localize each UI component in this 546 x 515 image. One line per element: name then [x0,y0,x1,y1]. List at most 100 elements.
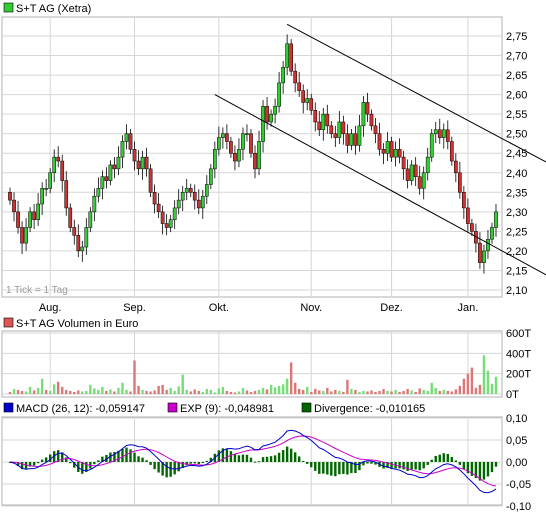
divergence-bar [285,446,289,462]
divergence-bar [402,462,405,470]
candle-body [164,223,169,228]
candle-body [156,203,161,213]
divergence-bar [281,450,285,462]
price-y-tick-label: 2,30 [506,207,527,219]
volume-bar [209,389,213,394]
volume-bar [161,384,164,394]
divergence-bar [205,460,209,462]
volume-bar [149,391,152,394]
candle-body [413,164,418,177]
price-x-axis: Aug. Sep. Okt. Nov. Dez. Jan. [39,302,478,314]
macd-legend-label: EXP (9): -0,048981 [180,403,274,415]
volume-bar [426,390,429,394]
candle-body [112,164,117,170]
price-y-axis: 2,75 2,70 2,65 2,60 2,55 2,50 2,45 2,40 2,35 2,30… [506,31,527,297]
candle-body [208,168,213,185]
volume-bar [310,391,313,394]
price-y-tick-label: 2,20 [506,246,527,258]
divergence-bar [245,454,249,462]
candle-body [116,156,121,170]
volume-bar [366,391,369,394]
volume-bar [438,390,441,394]
candle-body [365,102,370,115]
candle-body [494,211,498,228]
trend-channel [214,23,546,276]
volume-bar [165,389,168,394]
candle-body [385,141,390,154]
divergence-bar [382,462,385,469]
volume-bar [354,389,357,394]
volume-bar [414,391,417,394]
candle-body [305,98,310,103]
volume-bar [350,388,353,394]
candle-body [257,141,261,170]
divergence-bar [52,451,56,462]
volume-bar [406,388,409,394]
divergence-bar [474,462,478,479]
volume-bar [77,390,80,394]
divergence-bar [306,462,309,464]
volume-bar [237,391,241,394]
divergence-bar [434,455,437,462]
candle-body [249,133,253,154]
macd-y-tick-label: 0,10 [506,413,527,425]
volume-bar [24,391,28,394]
candle-body [425,156,430,174]
macd-legend-swatch [301,402,312,413]
volume-bar [490,383,494,394]
candle-body [120,141,125,158]
volume-bar [185,389,188,394]
candle-body [188,188,193,193]
candle-body [401,156,406,170]
price-y-tick-label: 2,55 [506,109,527,121]
divergence-bar [133,452,136,462]
divergence-bar [32,462,36,466]
divergence-bar [366,462,369,464]
candle-body [317,121,322,131]
trend-line-lower [214,94,546,276]
divergence-bar [486,462,490,477]
volume-bar [109,389,112,394]
volume-bar [293,382,297,394]
volume-bar [36,387,40,394]
divergence-bar [197,462,200,465]
divergence-bar [302,461,305,463]
divergence-bar [450,457,454,462]
divergence-bar [418,462,421,471]
macd-lines [9,429,497,494]
candle-body [88,211,93,228]
volume-bar [8,391,12,394]
candle-body [462,192,466,209]
volume-bar [225,390,229,394]
volume-bar [342,391,345,394]
divergence-bar [478,462,482,481]
candle-body [457,172,462,193]
price-panel: S+T AG (Xetra) 2,752,702,652,602,552,502… [1,2,546,314]
divergence-bar [265,456,269,462]
candle-body [160,211,165,224]
price-y-tick-label: 2,10 [506,285,527,297]
candle-body [32,211,36,220]
volume-bar [20,390,24,394]
macd-legend: MACD (26, 12): -0,059147 EXP (9): -0,0489… [3,402,425,415]
volume-bar [69,390,72,394]
candle-body [233,152,237,162]
volume-bar [281,384,285,394]
candle-body [176,199,181,209]
candle-body [417,176,422,189]
candle-body [60,160,65,181]
volume-bar [370,390,373,394]
divergence-bar [193,462,196,464]
macd-y-tick-label: 0,00 [506,457,527,469]
divergence-bar [241,454,245,462]
candle-body [237,149,241,162]
divergence-bar [129,449,132,462]
macd-y-tick-label: 0,05 [506,435,527,447]
candle-body [482,250,486,263]
volume-bar [394,389,397,394]
divergence-bar [390,462,393,469]
candle-body [108,164,113,181]
volume-bar [261,387,265,394]
macd-legend-swatch [3,402,14,413]
